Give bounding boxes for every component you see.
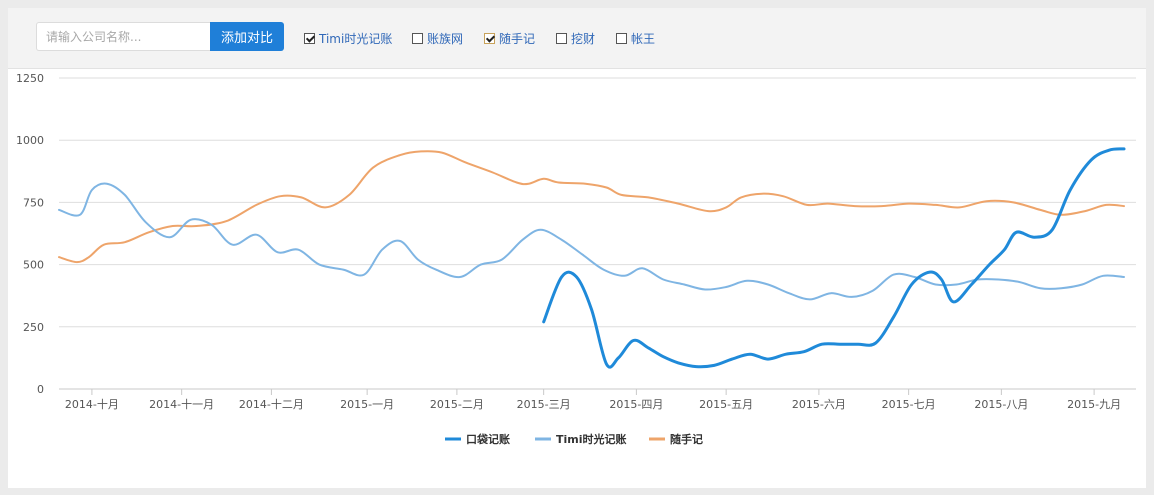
chart-card: 添加对比 Timi时光记账 账族网 随手记 挖财 帐王 0 250 500 750 10…	[8, 8, 1146, 488]
line-chart: 0 250 500 750 1000 1250 2014-十月 2014-十一月 2014-十二…	[16, 72, 1136, 446]
y-tick-label: 1250	[16, 72, 44, 85]
y-tick-label: 1000	[16, 134, 44, 147]
x-tick-label: 2015-六月	[792, 398, 846, 411]
checkbox-box[interactable]	[304, 32, 315, 44]
y-tick-label: 750	[23, 196, 44, 209]
checkbox-zhangwang[interactable]: 帐王	[616, 30, 655, 46]
checkbox-label: Timi时光记账	[319, 31, 393, 46]
checkbox-timi[interactable]: Timi时光记账	[304, 30, 392, 46]
checkbox-box[interactable]	[412, 32, 423, 44]
series-line	[58, 182, 1125, 301]
checkbox-zhangzu[interactable]: 账族网	[412, 30, 463, 46]
checkbox-suishouji[interactable]: 随手记	[484, 30, 535, 46]
legend-label: 随手记	[670, 432, 703, 446]
y-tick-label: 250	[23, 321, 44, 334]
checkbox-label: 账族网	[427, 31, 464, 46]
checkbox-box[interactable]	[616, 32, 627, 44]
x-tick-label: 2015-九月	[1067, 398, 1121, 411]
checkbox-wacai[interactable]: 挖财	[556, 30, 595, 46]
y-tick-label: 0	[37, 383, 44, 396]
x-tick-label: 2015-一月	[340, 398, 394, 411]
x-tick-label: 2014-十月	[65, 397, 119, 411]
checkbox-label: 挖财	[571, 31, 596, 46]
series-line	[542, 147, 1126, 369]
add-compare-button[interactable]: 添加对比	[210, 22, 284, 51]
checkbox-box[interactable]	[484, 32, 495, 44]
x-tick-label: 2015-七月	[882, 398, 936, 411]
checkbox-box[interactable]	[556, 32, 567, 44]
legend-label: Timi时光记账	[556, 432, 627, 446]
checkbox-label: 帐王	[631, 31, 656, 46]
legend-label: 口袋记账	[466, 432, 510, 446]
x-tick-label: 2015-五月	[699, 398, 753, 411]
x-tick-label: 2014-十二月	[239, 397, 304, 411]
compare-toolbar: 添加对比 Timi时光记账 账族网 随手记 挖财 帐王	[8, 8, 1146, 69]
checkbox-label: 随手记	[499, 31, 536, 46]
x-tick-label: 2015-二月	[430, 398, 484, 411]
x-tick-label: 2015-八月	[974, 398, 1028, 411]
y-tick-label: 500	[23, 259, 44, 272]
x-tick-label: 2015-三月	[517, 398, 571, 411]
company-search-input[interactable]	[36, 22, 210, 51]
x-tick-label: 2015-四月	[609, 398, 663, 411]
series-line	[58, 150, 1125, 264]
x-tick-label: 2014-十一月	[149, 397, 214, 411]
